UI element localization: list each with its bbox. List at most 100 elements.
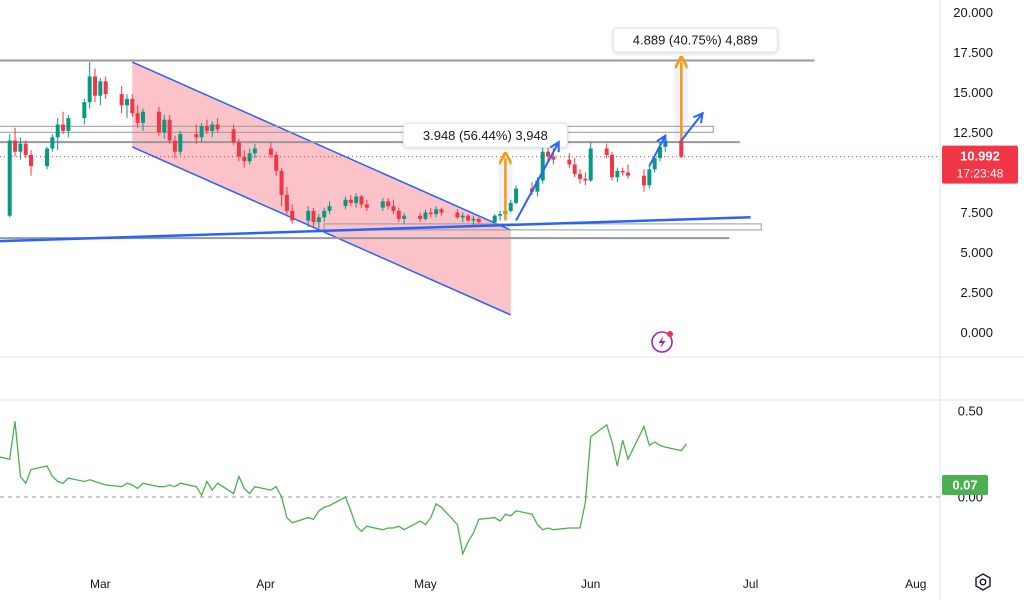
flash-alert-icon[interactable]	[651, 331, 673, 353]
time-tick-label: Apr	[256, 577, 275, 591]
candle-up	[7, 134, 12, 218]
channel-upper-line[interactable]	[132, 61, 512, 231]
candle-body	[13, 140, 18, 152]
candle-body	[199, 126, 204, 138]
candle-body	[210, 124, 215, 131]
candle-body	[540, 151, 545, 181]
candle-body	[268, 148, 273, 155]
candle-down	[194, 124, 199, 144]
candle-down	[641, 169, 646, 192]
candle-down	[428, 207, 433, 218]
measure-label[interactable]: 3.948 (56.44%) 3,948	[402, 122, 568, 148]
candle-body	[466, 215, 471, 221]
candle-body	[604, 148, 609, 155]
candle-down	[135, 105, 140, 128]
candle-body	[359, 196, 364, 205]
candle-body	[162, 119, 167, 133]
candle-up	[492, 214, 497, 224]
oscillator-value-badge: 0.07	[942, 474, 988, 495]
price-tick-label: 12.500	[953, 125, 993, 140]
candle-up	[540, 146, 545, 184]
candle-down	[439, 207, 444, 216]
candles	[7, 62, 684, 229]
candle-body	[236, 142, 241, 157]
candle-down	[359, 194, 364, 208]
candle-up	[247, 148, 252, 165]
candle-body	[652, 158, 657, 170]
oscillator-value-badge-bg	[942, 474, 988, 495]
support-trendline[interactable]	[0, 216, 751, 243]
last-price-countdown: 17:23:48	[957, 167, 1004, 181]
candle-up	[354, 193, 359, 208]
candle-body	[610, 154, 615, 178]
candle-up	[460, 212, 465, 223]
candle-up	[615, 167, 620, 183]
candle-body	[391, 206, 396, 211]
candle-body	[434, 209, 439, 215]
candle-body	[194, 134, 199, 138]
measure-label[interactable]: 4.889 (40.75%) 4,889	[612, 27, 778, 53]
flash-alert-bolt	[658, 336, 666, 348]
candle-up	[471, 215, 476, 226]
candle-down	[167, 114, 172, 144]
settings-gear-center	[979, 578, 987, 586]
candle-body	[535, 180, 540, 192]
icons[interactable]	[651, 331, 991, 591]
candle-down	[156, 106, 161, 136]
candle-down	[455, 209, 460, 219]
candle-up	[82, 98, 87, 125]
arrows[interactable]	[505, 62, 704, 221]
blue-arrow-line[interactable]	[515, 141, 560, 221]
time-tick-label: May	[414, 577, 437, 591]
oscillator-line	[0, 421, 688, 557]
candle-body	[119, 94, 124, 106]
candle-down	[274, 151, 279, 176]
candle-body	[311, 210, 316, 223]
candle-up	[434, 206, 439, 218]
candle-down	[578, 169, 583, 184]
candle-body	[322, 210, 327, 218]
candle-body	[93, 76, 97, 96]
candle-up	[498, 210, 503, 221]
price-tick-label: 17.500	[953, 45, 993, 60]
measure-label-box	[402, 122, 568, 148]
measure-label-box	[612, 27, 778, 53]
horizontal-level-box[interactable]	[0, 125, 714, 133]
candle-down	[583, 172, 588, 186]
candle-body	[23, 143, 28, 155]
candle-body	[61, 124, 66, 131]
candle-down	[567, 153, 572, 168]
candle-body	[423, 212, 428, 219]
candle-body	[327, 206, 332, 211]
settings-gear-icon[interactable]	[975, 573, 991, 591]
candle-down	[284, 186, 289, 215]
candle-down	[231, 124, 236, 146]
candle-body	[45, 148, 50, 167]
trendlines[interactable]	[0, 216, 751, 243]
candle-up	[402, 212, 407, 224]
candle-up	[98, 78, 103, 106]
blue-arrow-head	[693, 111, 704, 124]
price-tick-label: 15.000	[953, 85, 993, 100]
candle-body	[679, 140, 684, 157]
blue-arrow-line[interactable]	[680, 112, 704, 142]
price-tick-label: 5.000	[960, 245, 993, 260]
measure-label-text: 4.889 (40.75%) 4,889	[633, 33, 758, 48]
candle-down	[236, 138, 241, 162]
candle-body	[567, 159, 572, 165]
candle-up	[322, 207, 327, 223]
candle-body	[492, 215, 497, 223]
candle-down	[418, 212, 423, 223]
oscillator-tick-label: 0.50	[958, 404, 983, 419]
candle-down	[215, 118, 220, 133]
blue-arrow-line[interactable]	[648, 135, 667, 167]
candle-body	[135, 113, 140, 123]
candle-body	[551, 156, 556, 160]
candle-body	[402, 215, 407, 219]
candle-down	[311, 207, 316, 227]
candle-body	[167, 119, 172, 141]
last-price-badge: 10.992 17:23:48	[942, 145, 1018, 184]
